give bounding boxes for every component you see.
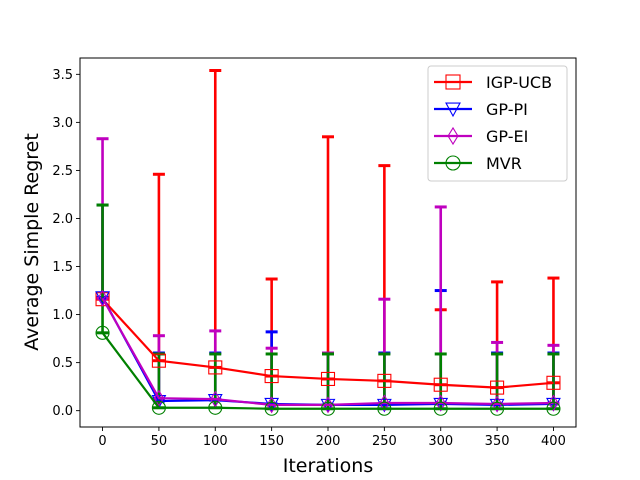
igp-ucb-point <box>377 373 392 388</box>
mvr-point <box>433 401 448 416</box>
y-tick-label: 3.5 <box>52 68 73 83</box>
mvr-line <box>101 332 554 410</box>
legend-item-mvr: MVR <box>434 154 522 173</box>
igp-ucb-line <box>101 298 554 389</box>
gp-ei-point <box>97 289 108 307</box>
x-tick-label: 300 <box>428 434 453 449</box>
gp-ei-point <box>491 395 503 413</box>
gp-ei-point <box>379 394 390 412</box>
y-tick-label: 3.0 <box>52 116 73 131</box>
igp-ucb-point <box>490 380 505 395</box>
mvr-point <box>546 401 561 416</box>
legend-marker <box>447 126 459 146</box>
x-tick-label: 100 <box>203 434 228 449</box>
legend-label: MVR <box>486 154 522 173</box>
mvr-point <box>151 400 166 415</box>
legend-box <box>427 65 568 182</box>
y-tick-label: 1.0 <box>52 308 73 323</box>
y-tick-label: 2.5 <box>52 164 73 179</box>
mvr-point <box>264 401 279 416</box>
legend-item-igp-ucb: IGP-UCB <box>434 73 552 92</box>
y-axis-title: Average Simple Regret <box>21 133 43 351</box>
legend-label: GP-EI <box>486 127 528 146</box>
igp-ucb-point <box>546 375 561 390</box>
legend-label: IGP-UCB <box>486 73 552 92</box>
x-axis-title: Iterations <box>283 455 374 477</box>
mvr-point <box>320 401 336 416</box>
legend: IGP-UCB GP-PI GP-EI MVR <box>427 65 568 182</box>
legend-item-gp-pi: GP-PI <box>434 100 528 119</box>
series-line-gp-ei <box>97 289 559 414</box>
x-tick-label: 400 <box>541 434 566 449</box>
igp-ucb-point <box>264 369 279 384</box>
gp-ei-point <box>153 389 165 407</box>
x-tick-label: 50 <box>151 434 168 449</box>
mvr-point <box>490 401 505 416</box>
gp-ei-line <box>101 297 554 406</box>
x-tick-label: 350 <box>485 434 510 449</box>
legend-label: GP-PI <box>486 100 528 119</box>
mvr-point <box>208 400 223 415</box>
y-axis: 0.0 0.5 1.0 1.5 2.0 2.5 3.0 3.5 <box>52 68 80 419</box>
mvr-point <box>95 325 110 340</box>
series-line-mvr <box>95 325 561 416</box>
igp-ucb-point <box>151 353 166 368</box>
plot-area <box>95 68 561 416</box>
y-tick-label: 1.5 <box>52 260 73 275</box>
y-tick-label: 0.5 <box>52 356 73 371</box>
x-tick-label: 200 <box>316 434 341 449</box>
legend-marker <box>445 155 461 171</box>
igp-ucb-point <box>208 360 223 375</box>
gp-ei-point <box>548 394 559 412</box>
x-tick-label: 150 <box>259 434 284 449</box>
mvr-point <box>377 401 392 416</box>
gp-ei-point <box>210 390 221 408</box>
x-tick-label: 250 <box>372 434 397 449</box>
igp-ucb-point <box>320 371 336 387</box>
igp-ucb-point <box>433 377 448 392</box>
gp-ei-point <box>435 394 446 412</box>
legend-marker <box>445 74 461 90</box>
series-line-igp-ucb <box>95 292 561 395</box>
x-tick-label: 0 <box>98 434 106 449</box>
y-tick-label: 0.0 <box>52 404 73 419</box>
legend-item-gp-ei: GP-EI <box>434 126 528 146</box>
y-tick-label: 2.0 <box>52 212 73 227</box>
legend-marker <box>445 102 461 118</box>
x-axis: 0 50 100 150 200 250 300 350 400 <box>98 427 566 449</box>
